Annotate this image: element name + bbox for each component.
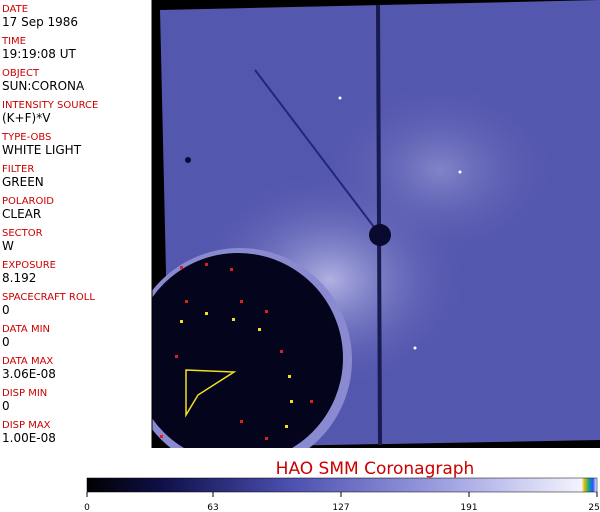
field-label: TIME [1,36,26,47]
field-label: SPACECRAFT ROLL [2,292,95,303]
tick-label: 0 [84,503,90,512]
field-value: (K+F)*V [2,111,51,125]
field-label: INTENSITY SOURCE [2,100,98,111]
field-label: TYPE-OBS [1,132,51,143]
field-value: 0 [2,303,10,317]
field-value: W [2,239,14,253]
field-label: DATE [2,4,28,15]
tick-label: 127 [332,503,349,512]
field-value: 1.00E-08 [2,431,56,445]
field-label: DISP MIN [2,388,47,399]
coronagraph-image [152,0,600,448]
field-value: SUN:CORONA [2,79,85,93]
field-value: 3.06E-08 [2,367,56,381]
field-value: 0 [2,335,10,349]
field-label: EXPOSURE [2,260,56,271]
field-value: CLEAR [2,207,41,221]
tick-label: 63 [207,503,218,512]
field-label: DATA MIN [2,324,50,335]
field-label: POLAROID [2,196,54,207]
field-label: DISP MAX [2,420,51,431]
field-value: GREEN [2,175,44,189]
colorbar [86,477,598,493]
title: HAO SMM Coronagraph [276,459,475,479]
field-value: 0 [2,399,10,413]
field-value: 8.192 [2,271,36,285]
field-label: SECTOR [2,228,43,239]
field-label: FILTER [2,164,34,175]
field-label: DATA MAX [2,356,53,367]
field-label: OBJECT [2,68,40,79]
tick-label: 255 [588,503,600,512]
field-value: 19:19:08 UT [2,47,76,61]
field-value: 17 Sep 1986 [2,15,78,29]
field-value: WHITE LIGHT [2,143,82,157]
tick-label: 191 [460,503,477,512]
